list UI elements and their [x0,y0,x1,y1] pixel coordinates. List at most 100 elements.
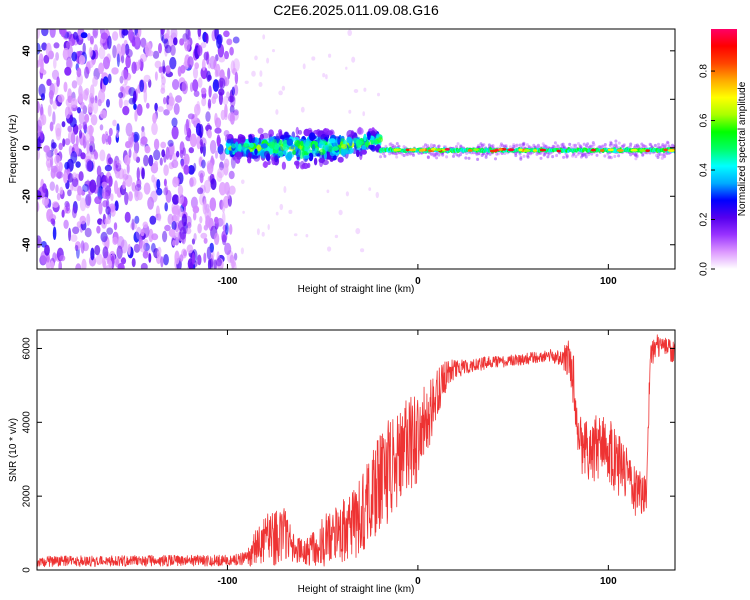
noise-blob [116,159,122,166]
noise-blob [172,240,176,247]
sparse-noise-blob [261,231,265,237]
noise-blob [134,109,138,122]
band-blob [256,144,262,152]
noise-blob [133,140,140,154]
noise-blob [151,233,159,241]
noise-blob [163,97,167,105]
noise-blob [37,101,40,113]
snr-y-ticks: 0 2000 4000 6000 [22,337,675,573]
heatmap-x-ticks: -100 0 100 [217,264,617,287]
carrier-halo-blob [495,152,499,156]
noise-blob [192,67,199,79]
noise-blob [77,107,81,114]
noise-blob [159,157,163,166]
carrier-halo-blob [435,156,439,160]
sparse-noise-blob [345,191,349,197]
sparse-noise-blob [266,57,270,64]
noise-blob [54,148,58,156]
noise-blob [139,240,146,253]
noise-blob [121,69,128,81]
noise-blob [77,185,83,196]
noise-blob [231,261,237,269]
noise-blob [147,196,155,210]
heatmap-y-tick-label: -40 [22,237,33,252]
band-blob [237,136,242,145]
noise-blob [228,185,236,195]
carrier-halo-blob [608,155,612,159]
noise-blob [156,179,161,190]
band-blob [367,131,371,141]
carrier-halo-blob [432,152,436,157]
noise-blob [107,135,112,146]
carrier-halo-blob [553,141,557,145]
snr-x-tick-label: 0 [415,576,421,587]
noise-blob [207,98,212,109]
carrier-halo-blob [455,153,459,157]
noise-blob [80,152,86,160]
sparse-noise-blob [256,228,260,236]
band-blob [337,136,341,145]
noise-blob [103,76,109,86]
noise-blob [187,56,194,69]
carrier-halo-blob [617,154,621,158]
noise-blob [53,58,57,69]
noise-blob [234,71,239,85]
noise-blob [100,109,107,119]
carrier-halo-blob [666,141,670,145]
noise-blob [171,221,177,231]
noise-blob [219,151,226,161]
carrier-halo-blob [641,153,645,157]
heatmap-x-tick-label: 0 [415,276,421,287]
noise-blob [160,141,167,149]
carrier-halo-blob [606,152,610,156]
noise-blob [64,106,71,119]
noise-blob [221,234,227,246]
carrier-halo-blob [542,153,546,157]
noise-blob [112,45,117,59]
band-blob [260,143,268,149]
noise-blob [191,252,195,265]
noise-blob [65,202,71,212]
noise-blob [56,192,61,201]
noise-blob [165,189,172,203]
carrier-halo-blob [574,154,578,159]
sparse-noise-blob [275,109,279,115]
carrier-halo-blob [568,142,572,146]
noise-blob [41,42,48,51]
noise-blob [146,102,150,109]
heatmap-y-tick-label: 20 [22,93,33,105]
noise-blob [197,187,204,195]
noise-blob [229,224,233,235]
noise-blob [120,257,127,265]
snr-y-tick-label: 2000 [22,485,33,508]
carrier-halo-blob [617,141,621,145]
band-blob [355,140,362,149]
noise-blob [37,42,41,55]
carrier-halo-blob [499,142,503,146]
band-blob [319,148,326,156]
carrier-peak-blob [408,148,415,152]
snr-y-tick-label: 6000 [22,337,33,360]
noise-blob [52,226,57,240]
band-blob [319,139,327,145]
noise-blob [50,168,56,179]
carrier-halo-blob [657,142,660,146]
carrier-peak-blob [663,148,668,152]
noise-blob [165,146,170,160]
noise-blob [101,186,106,198]
noise-blob [228,170,235,180]
noise-blob [74,244,79,252]
carrier-halo-blob [502,145,506,149]
noise-blob [222,96,229,106]
noise-blob [59,254,66,262]
noise-blob [220,109,226,121]
noise-blob [80,101,85,110]
noise-blob [68,130,75,143]
noise-blob [78,111,85,125]
heatmap-y-tick-label: 0 [22,145,33,151]
noise-blob [223,162,229,176]
noise-blob [156,250,160,259]
noise-blob [154,71,158,81]
carrier-halo-blob [640,142,644,146]
noise-blob [162,230,168,243]
